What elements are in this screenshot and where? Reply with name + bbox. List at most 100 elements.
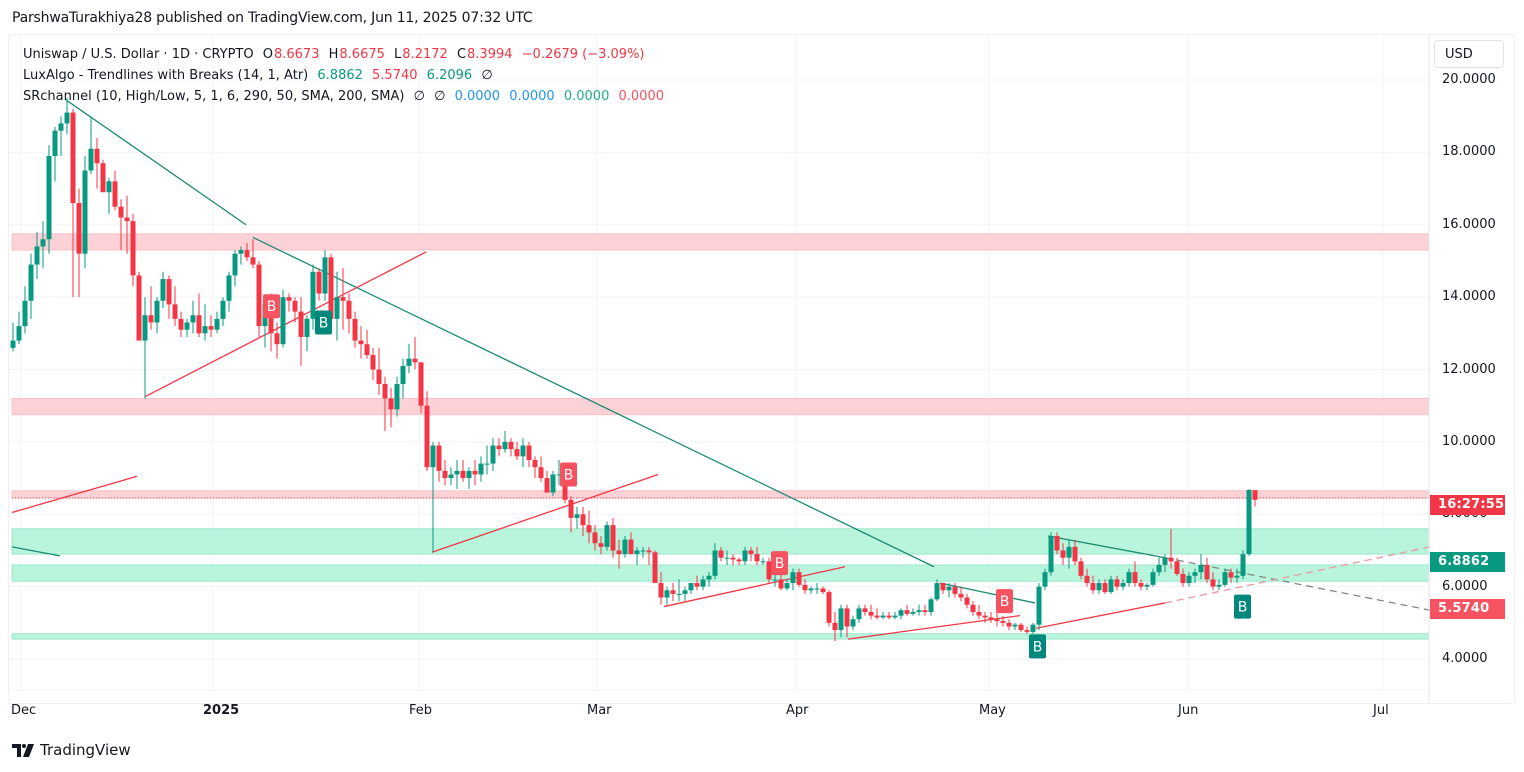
price-tick-label: 20.0000 (1442, 72, 1496, 87)
down-trendline (1047, 535, 1166, 559)
candle (652, 550, 658, 584)
candle (1054, 532, 1060, 555)
close-label: C (456, 47, 467, 62)
candle (484, 445, 490, 475)
svg-text:B: B (319, 315, 329, 331)
candle (400, 358, 406, 399)
candle (58, 116, 64, 156)
candle (370, 347, 376, 381)
candle (1108, 575, 1114, 594)
candle (256, 260, 262, 337)
currency-button[interactable]: USD (1434, 40, 1504, 68)
candle (790, 568, 796, 591)
srchannel-value-2: 0.0000 (509, 89, 555, 104)
candle (88, 116, 94, 175)
candle (70, 108, 76, 298)
candle (580, 507, 586, 536)
candle (598, 535, 604, 555)
candle (340, 268, 346, 330)
candle (160, 271, 166, 308)
candle (904, 604, 910, 616)
srchannel-value-1: 0.0000 (454, 89, 501, 104)
candle (520, 438, 526, 468)
tradingview-logo-icon (12, 743, 34, 757)
candle (460, 459, 466, 482)
candle (694, 575, 700, 591)
price-tick-label: 6.0000 (1442, 578, 1488, 594)
candle (1198, 554, 1204, 580)
legend-symbol-row[interactable]: Uniswap / U.S. Dollar · 1D · CRYPTO O8.6… (23, 44, 669, 65)
candle (682, 586, 688, 602)
candle (664, 586, 670, 605)
candle (184, 318, 190, 337)
candle (310, 264, 316, 330)
candle (574, 507, 580, 529)
luxalgo-third-value: 6.2096 (426, 68, 473, 83)
candle (1174, 557, 1180, 576)
resistance-zone (11, 398, 1430, 416)
price-tick-label: 14.0000 (1442, 289, 1496, 305)
candle (742, 546, 748, 565)
bear-break-label: B (996, 589, 1013, 614)
candle (802, 579, 808, 594)
candle (514, 441, 520, 460)
time-tick-label: 2025 (203, 703, 240, 718)
bull-break-label: B (1029, 634, 1046, 659)
candle (112, 170, 118, 211)
candle (526, 441, 532, 468)
candle (1162, 554, 1168, 573)
svg-text:B: B (1033, 639, 1043, 655)
candle (1012, 622, 1018, 631)
candle (226, 271, 232, 312)
candle (748, 546, 754, 562)
legend-srchannel-row[interactable]: SRchannel (10, High/Low, 5, 1, 6, 290, 5… (23, 86, 669, 107)
candle (832, 611, 838, 641)
candle (700, 575, 706, 591)
candle (1114, 575, 1120, 591)
luxalgo-empty-value: ∅ (481, 68, 493, 83)
candle (988, 611, 994, 623)
brand-name: TradingView (40, 741, 131, 759)
candle (196, 293, 202, 337)
candle (730, 554, 736, 565)
candle (490, 438, 496, 471)
candle (760, 557, 766, 565)
price-tick-label: 18.0000 (1442, 144, 1496, 160)
candle (10, 322, 16, 352)
candle (304, 315, 310, 352)
candle (1090, 575, 1096, 594)
price-change: −0.2679 (−3.09%) (521, 47, 645, 62)
candle (688, 583, 694, 594)
candle (862, 604, 868, 616)
candle (1240, 550, 1246, 580)
candle (430, 441, 436, 553)
candle (820, 586, 826, 594)
candles (10, 98, 1258, 641)
candle (34, 231, 40, 280)
tradingview-brand[interactable]: TradingView (12, 741, 131, 759)
candle (298, 297, 304, 366)
srchannel-indicator-name[interactable]: SRchannel (10, High/Low, 5, 1, 6, 290, 5… (23, 89, 405, 104)
legend-luxalgo-row[interactable]: LuxAlgo - Trendlines with Breaks (14, 1,… (23, 65, 669, 86)
candle (610, 517, 616, 558)
time-tick-label: Apr (786, 703, 809, 718)
candle (82, 155, 88, 269)
candle (550, 470, 556, 497)
candle (472, 459, 478, 486)
candle (28, 253, 34, 319)
luxalgo-indicator-name[interactable]: LuxAlgo - Trendlines with Breaks (14, 1,… (23, 68, 309, 83)
candle (376, 347, 382, 395)
bear-break-label: B (263, 294, 280, 319)
chart-frame[interactable] (8, 34, 1515, 704)
candle (634, 546, 640, 565)
open-value: 8.6673 (273, 47, 320, 62)
candle (724, 550, 730, 565)
candle (94, 137, 100, 189)
time-tick-label: Jul (1373, 703, 1389, 718)
candle (40, 221, 46, 269)
svg-text:B: B (564, 467, 574, 483)
luxalgo-upper-value: 6.8862 (317, 68, 363, 83)
symbol-name[interactable]: Uniswap / U.S. Dollar · 1D · CRYPTO (23, 47, 254, 62)
time-tick-label: Dec (11, 703, 37, 718)
